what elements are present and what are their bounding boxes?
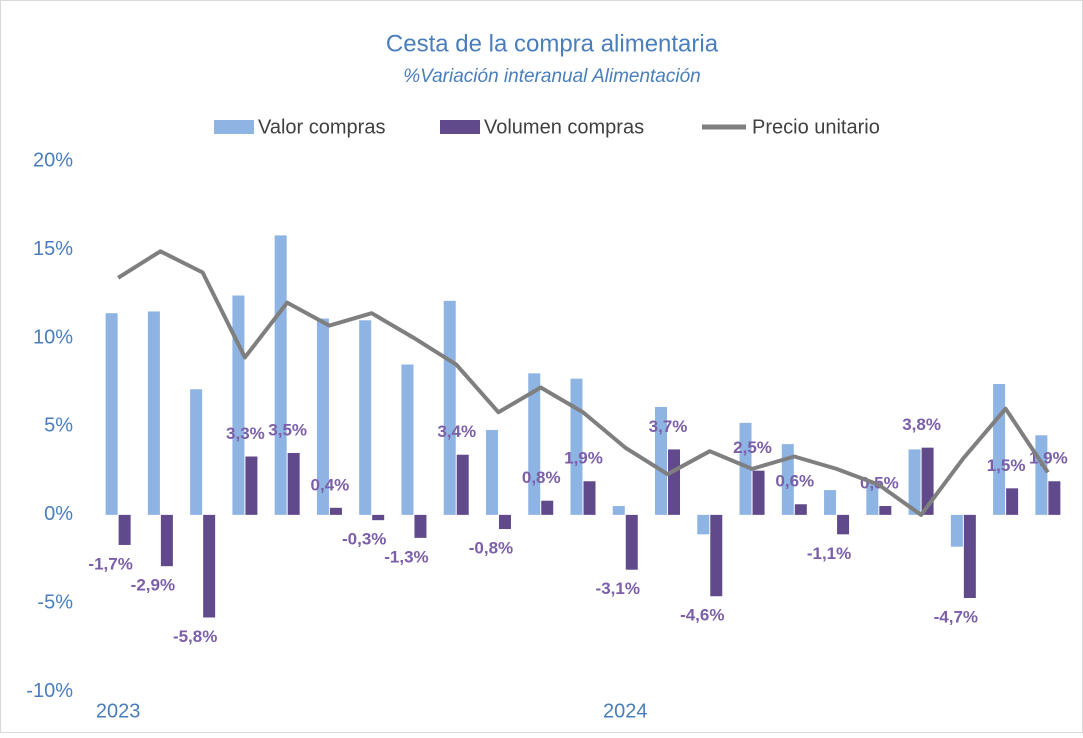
legend-swatch (440, 120, 480, 134)
bar (118, 514, 131, 545)
bar (359, 320, 372, 515)
data-label: 1,5% (987, 456, 1026, 475)
data-label: -5,8% (173, 627, 217, 646)
legend-label: Precio unitario (752, 116, 880, 138)
bar (287, 452, 300, 515)
data-label: 3,7% (649, 417, 688, 436)
bar (401, 364, 414, 515)
bar (203, 514, 216, 618)
bar (879, 506, 892, 515)
data-label: -1,1% (807, 544, 851, 563)
data-label: -1,3% (384, 547, 428, 566)
bar (485, 429, 498, 515)
legend-label: Volumen compras (484, 116, 644, 138)
x-tick-label: 2023 (96, 700, 141, 722)
bar (498, 514, 511, 530)
bar (921, 447, 934, 515)
data-label: -3,1% (596, 579, 640, 598)
data-label: 1,9% (564, 449, 603, 468)
data-label: 3,3% (226, 424, 265, 443)
bar (274, 235, 287, 515)
chart-title: Cesta de la compra alimentaria (386, 30, 719, 57)
data-label: 3,8% (902, 415, 941, 434)
y-tick-label: 20% (33, 149, 73, 171)
bar (1048, 481, 1061, 515)
data-label: -4,7% (934, 608, 978, 627)
bar (655, 406, 668, 515)
bar (824, 490, 837, 515)
data-label: 1,9% (1029, 449, 1068, 468)
bar (908, 449, 921, 515)
bar (414, 514, 427, 538)
y-tick-label: 0% (44, 503, 73, 525)
y-tick-label: -10% (26, 680, 73, 702)
line (117, 249, 1050, 517)
bar (1035, 435, 1048, 515)
bar (329, 507, 342, 515)
bar (528, 373, 541, 515)
bar (443, 300, 456, 515)
legend-label: Valor compras (258, 116, 385, 138)
bar (612, 506, 625, 515)
bar (837, 514, 850, 535)
bar (147, 311, 160, 515)
data-label: 0,4% (311, 475, 350, 494)
bar (668, 449, 681, 515)
legend-swatch (214, 120, 254, 134)
data-label: 3,5% (268, 420, 307, 439)
bar (456, 454, 469, 515)
bar (950, 514, 963, 547)
data-label: 0,6% (775, 472, 814, 491)
bar (541, 500, 554, 515)
bar (190, 389, 203, 515)
bar (372, 514, 385, 521)
bar (570, 378, 583, 515)
bar (710, 514, 723, 597)
y-tick-label: 15% (33, 238, 73, 260)
bar (245, 456, 258, 515)
data-label: -0,8% (469, 539, 513, 558)
bar (739, 422, 752, 515)
bar (1006, 488, 1019, 515)
data-label: 2,5% (733, 438, 772, 457)
data-label: 3,4% (437, 422, 476, 441)
data-label: -4,6% (680, 606, 724, 625)
x-tick-label: 2024 (603, 700, 648, 722)
bar (781, 444, 794, 515)
chart-subtitle: %Variación interanual Alimentación (403, 66, 700, 87)
data-label: -0,3% (342, 530, 386, 549)
y-tick-label: 10% (33, 326, 73, 348)
y-tick-label: 5% (44, 415, 73, 437)
y-tick-label: -5% (37, 592, 73, 614)
bar (697, 514, 710, 535)
bar (316, 318, 329, 515)
bar (232, 295, 245, 515)
bar (752, 470, 765, 515)
bar (583, 481, 596, 515)
data-label: 0,8% (522, 468, 561, 487)
bar (625, 514, 638, 570)
bar (105, 313, 118, 515)
bar (866, 481, 879, 515)
bar (160, 514, 173, 567)
bar (993, 383, 1006, 515)
data-label: -2,9% (131, 576, 175, 595)
data-label: -1,7% (88, 554, 132, 573)
bar (794, 504, 807, 515)
bar (963, 514, 976, 599)
